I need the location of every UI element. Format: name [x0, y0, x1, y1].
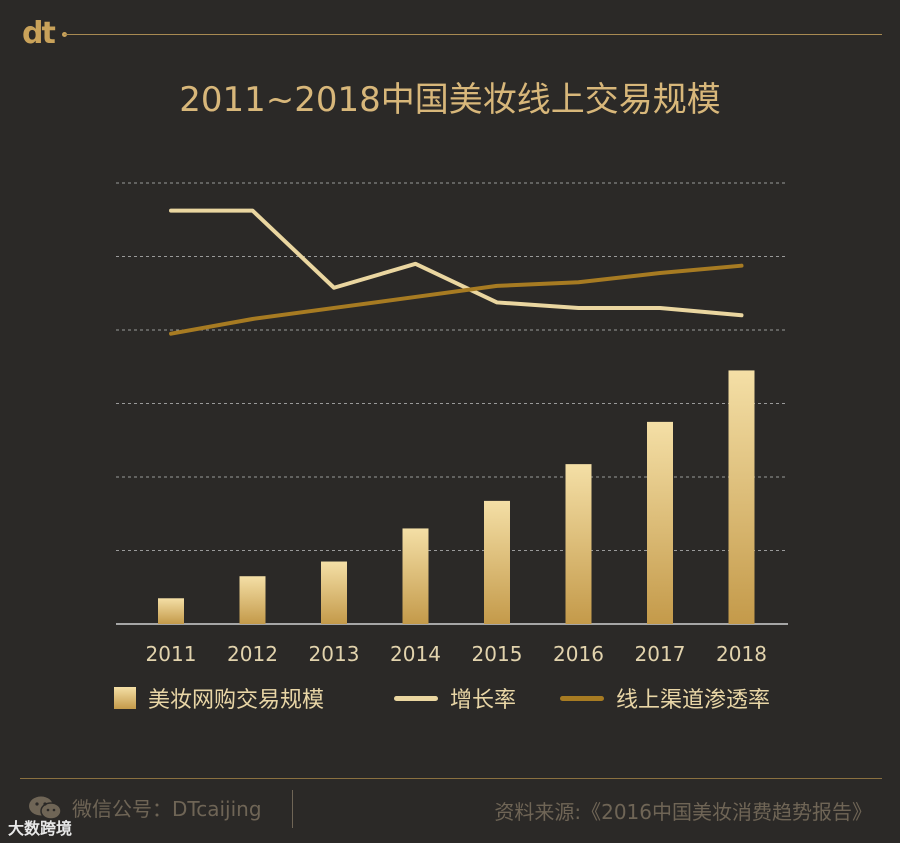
wechat-credit: 微信公号：DTcaijing — [28, 793, 262, 822]
footer-separator — [292, 790, 293, 828]
x-tick-label: 2011 — [146, 642, 197, 666]
dt-logo: dt — [22, 16, 56, 51]
legend: 美妆网购交易规模 增长率 线上渠道渗透率 — [0, 682, 900, 718]
legend-bar-swatch — [114, 687, 136, 709]
bar-2018 — [728, 370, 755, 624]
growth-rate-line — [169, 208, 744, 318]
x-tick-label: 2017 — [635, 642, 686, 666]
penetration-rate-line — [169, 263, 744, 336]
wechat-text: 微信公号：DTcaijing — [72, 797, 262, 821]
x-tick-label: 2015 — [472, 642, 523, 666]
bar-2011 — [158, 598, 184, 624]
wechat-icon — [28, 795, 62, 821]
legend-growth-swatch — [394, 695, 438, 701]
footer-rule — [20, 778, 882, 779]
source-text: 资料来源:《2016中国美妆消费趋势报告》 — [494, 800, 872, 824]
legend-item-penetration: 线上渠道渗透率 — [560, 682, 770, 714]
bar-2015 — [484, 500, 510, 624]
x-tick-label: 2018 — [716, 642, 767, 666]
bar-2017 — [647, 421, 673, 624]
x-tick-label: 2016 — [553, 642, 604, 666]
bar-2013 — [321, 561, 347, 624]
x-tick-label: 2012 — [227, 642, 278, 666]
legend-penetration-label: 线上渠道渗透率 — [616, 688, 771, 713]
header-rule — [64, 34, 882, 35]
watermark: 大数跨境 — [8, 819, 73, 838]
legend-item-bar: 美妆网购交易规模 — [114, 682, 324, 714]
x-tick-label: 2014 — [390, 642, 441, 666]
bar-2014 — [402, 528, 429, 624]
legend-penetration-swatch — [560, 695, 604, 701]
legend-bar-label: 美妆网购交易规模 — [148, 688, 325, 713]
bar-2012 — [239, 576, 266, 624]
x-tick-label: 2013 — [309, 642, 360, 666]
bar-2016 — [565, 464, 592, 624]
chart-title: 2011~2018中国美妆线上交易规模 — [179, 80, 721, 120]
legend-item-growth: 增长率 — [394, 682, 516, 714]
legend-growth-label: 增长率 — [450, 688, 517, 713]
